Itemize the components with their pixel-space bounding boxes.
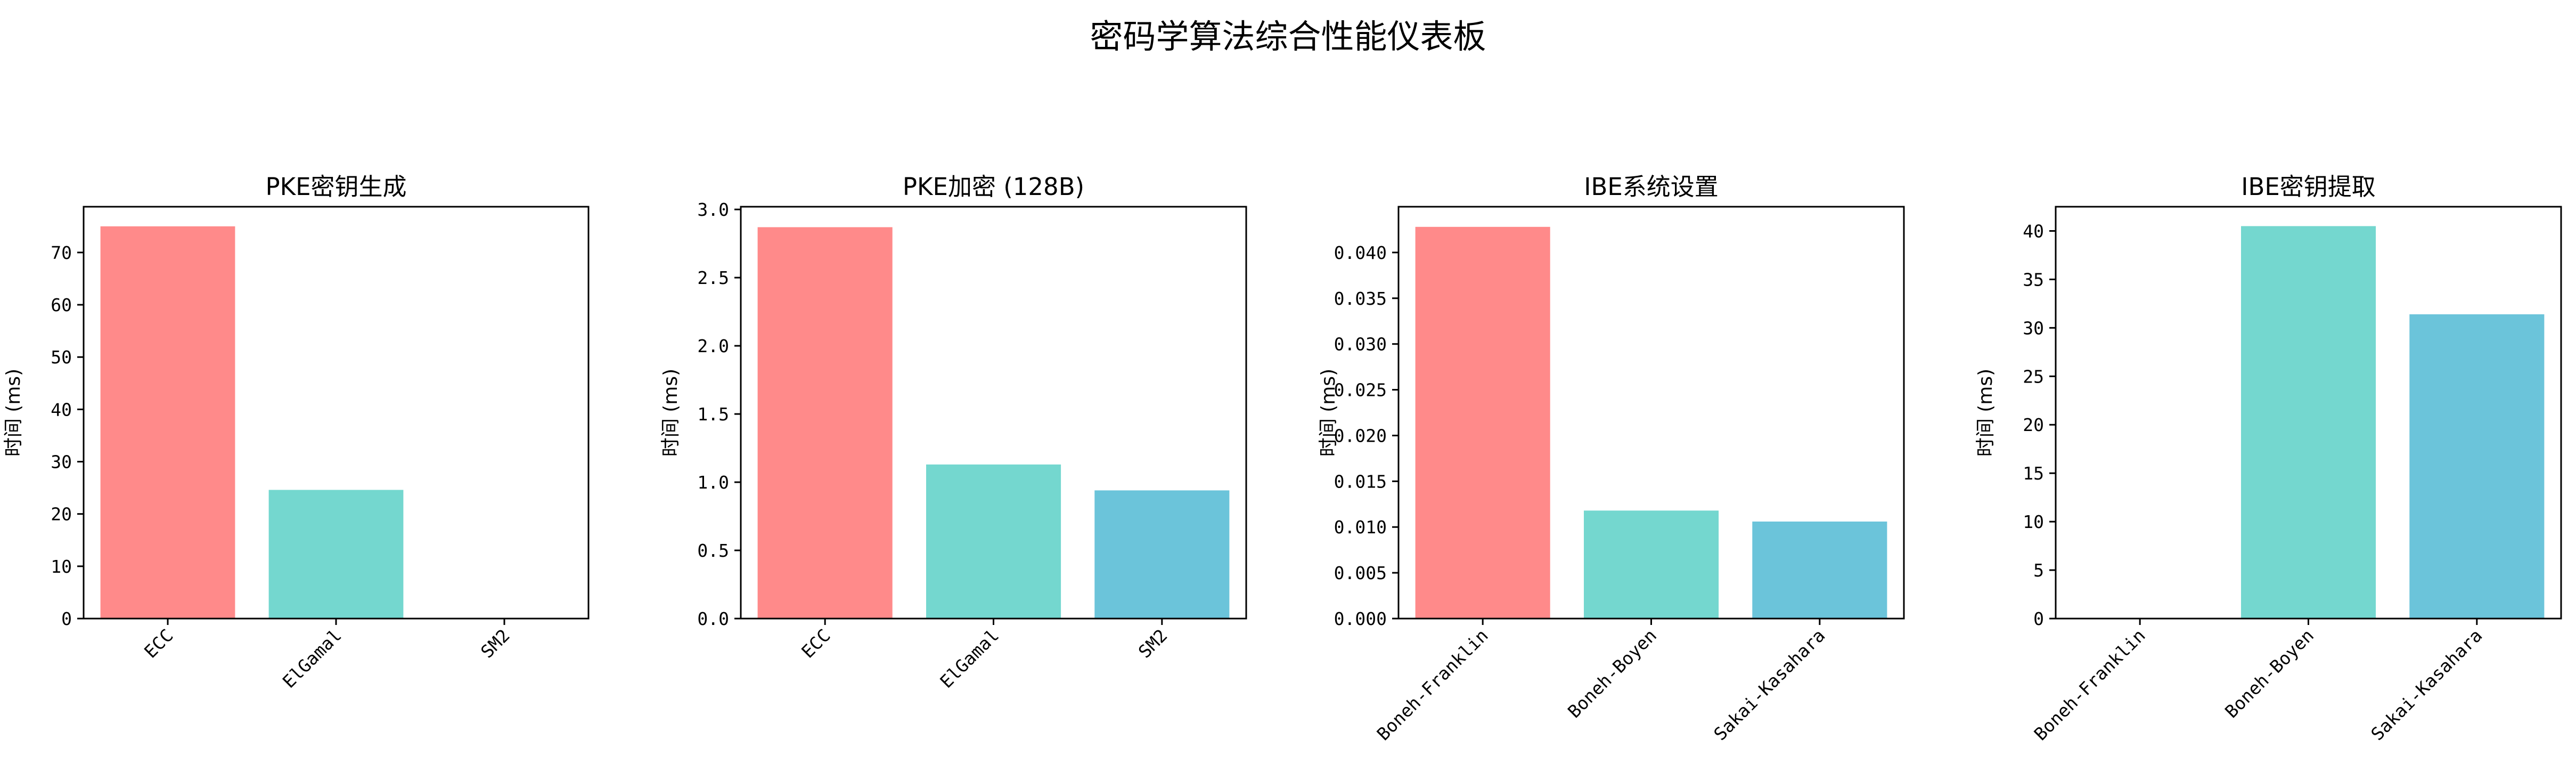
y-tick-label: 0.010: [1334, 517, 1387, 538]
bar-ecc: [100, 226, 235, 619]
y-tick-label: 2.0: [697, 336, 729, 356]
y-tick-label: 50: [51, 347, 72, 368]
bar-elgamal: [926, 464, 1061, 619]
dashboard-title: 密码学算法综合性能仪表板: [1090, 17, 1486, 56]
y-tick-label: 20: [2023, 415, 2044, 435]
x-tick-label: ElGamal: [936, 625, 1003, 692]
bar-elgamal: [268, 490, 404, 619]
y-axis-label: 时间 (ms): [1975, 369, 1997, 457]
y-tick-label: 3.0: [697, 199, 729, 220]
y-tick-label: 0.030: [1334, 334, 1387, 355]
bar-ecc: [757, 227, 893, 619]
x-tick-label: Boneh-Franklin: [2030, 625, 2149, 744]
bar-boneh-franklin: [1415, 226, 1550, 619]
y-tick-label: 1.0: [697, 472, 729, 493]
x-tick-label: Sakai-Kasahara: [2367, 625, 2486, 744]
y-tick-label: 10: [51, 556, 72, 577]
bar-boneh-boyen: [2241, 226, 2376, 619]
x-tick-label: ECC: [797, 625, 835, 662]
y-tick-label: 2.5: [697, 267, 729, 288]
bar-sm2: [1094, 490, 1230, 619]
y-tick-label: 0: [2033, 608, 2044, 629]
x-tick-label: SM2: [1134, 625, 1172, 662]
y-tick-label: 40: [51, 399, 72, 420]
x-tick-label: Sakai-Kasahara: [1710, 625, 1829, 744]
y-tick-label: 0.025: [1334, 380, 1387, 401]
x-tick-label: Boneh-Boyen: [1564, 625, 1661, 722]
bar-boneh-boyen: [1584, 510, 1719, 619]
chart-panel-2: 0.0 0.5 1.0 1.5 2.0 2.5 3.0 ECC ElGamal SM2 PKE加密 …: [660, 173, 1247, 692]
y-tick-label: 0.0: [697, 608, 729, 629]
x-tick-label: Boneh-Boyen: [2221, 625, 2318, 722]
x-tick-label: ECC: [140, 625, 177, 662]
x-tick-label: SM2: [477, 625, 514, 662]
y-axis-label: 时间 (ms): [1318, 369, 1339, 457]
chart-title: PKE加密 (128B): [903, 173, 1084, 201]
chart-title: IBE系统设置: [1584, 173, 1719, 201]
x-tick-label: Boneh-Franklin: [1373, 625, 1492, 744]
y-tick-label: 70: [51, 242, 72, 263]
y-tick-label: 40: [2023, 221, 2044, 241]
y-tick-label: 35: [2023, 269, 2044, 290]
y-tick-label: 0.020: [1334, 425, 1387, 446]
y-tick-label: 15: [2023, 463, 2044, 484]
y-axis-label: 时间 (ms): [660, 369, 682, 457]
y-tick-label: 0.015: [1334, 471, 1387, 492]
y-tick-label: 25: [2023, 366, 2044, 387]
y-tick-label: 0.005: [1334, 563, 1387, 583]
chart-title: IBE密钥提取: [2241, 173, 2376, 201]
chart-panel-4: 0 5 10 15 20 25 30 35 40 Boneh-Franklin Boneh-Boye…: [1975, 173, 2562, 744]
y-tick-label: 0.000: [1334, 608, 1387, 629]
y-tick-label: 0: [61, 608, 72, 629]
y-tick-label: 30: [2023, 318, 2044, 338]
bar-sakai-kasahara: [2409, 314, 2545, 619]
y-axis-label: 时间 (ms): [3, 369, 24, 457]
chart-panel-3: 0.000 0.005 0.010 0.015 0.020 0.025 0.030 0.035…: [1318, 173, 1905, 744]
y-tick-label: 10: [2023, 511, 2044, 532]
y-tick-label: 30: [51, 452, 72, 473]
y-tick-label: 20: [51, 504, 72, 525]
y-tick-label: 1.5: [697, 404, 729, 425]
y-tick-label: 0.035: [1334, 288, 1387, 309]
y-tick-label: 0.040: [1334, 242, 1387, 263]
y-tick-label: 0.5: [697, 540, 729, 561]
y-tick-label: 60: [51, 295, 72, 315]
chart-title: PKE密钥生成: [265, 173, 406, 201]
y-tick-label: 5: [2033, 560, 2044, 581]
bar-sakai-kasahara: [1752, 521, 1887, 619]
x-tick-label: ElGamal: [279, 625, 346, 692]
